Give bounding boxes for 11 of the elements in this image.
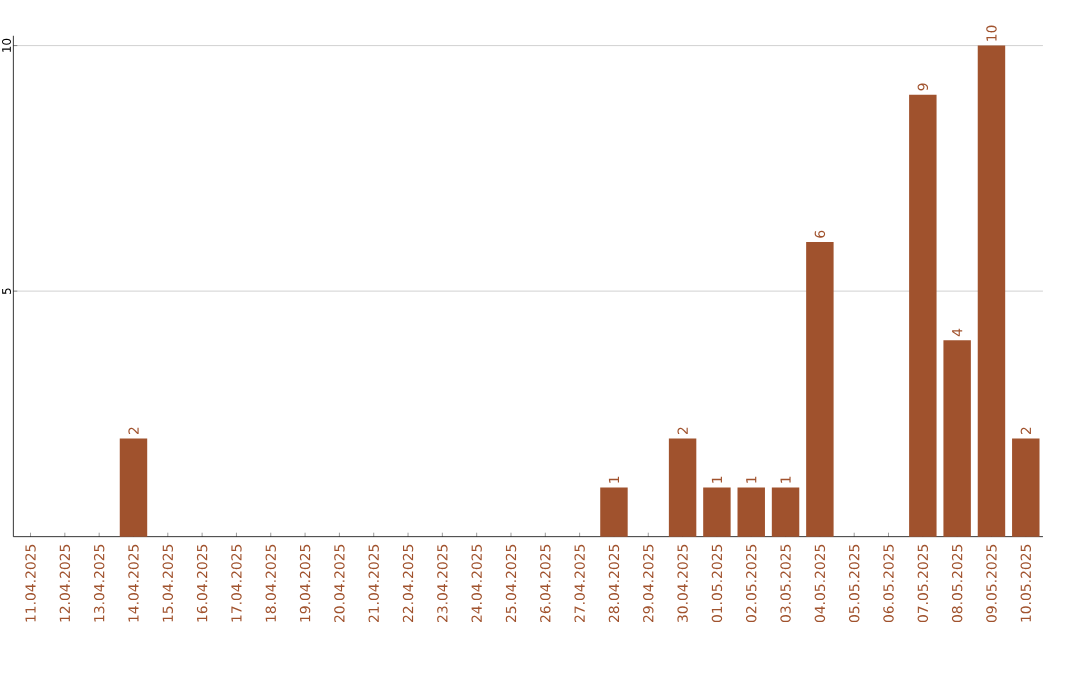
bar (703, 487, 731, 537)
bar (771, 487, 800, 537)
bar (600, 487, 628, 537)
bar (909, 94, 937, 537)
bar (119, 438, 148, 537)
bar (806, 242, 834, 537)
bar (1012, 438, 1040, 537)
bar (943, 340, 971, 537)
bar (977, 45, 1006, 537)
bar (668, 438, 697, 537)
bar (737, 487, 765, 537)
